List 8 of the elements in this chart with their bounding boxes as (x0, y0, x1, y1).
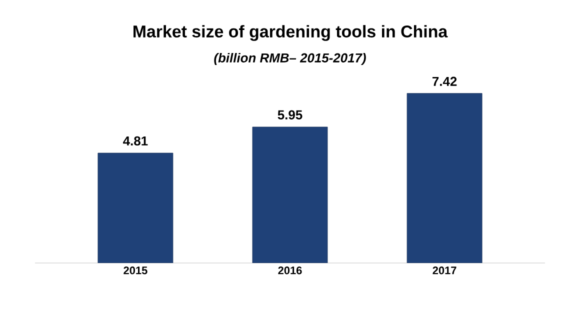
x-tick-label: 2015 (124, 266, 148, 274)
data-label: 7.42 (432, 76, 457, 86)
data-label: 5.95 (278, 110, 302, 120)
chart-title: Market size of gardening tools in China (134, 25, 448, 41)
x-tick-label: 2016 (278, 266, 302, 274)
data-label: 4.81 (123, 136, 148, 146)
x-tick-label: 2017 (432, 266, 456, 274)
chart-subtitle: (billion RMB– 2015-2017) (214, 52, 366, 66)
